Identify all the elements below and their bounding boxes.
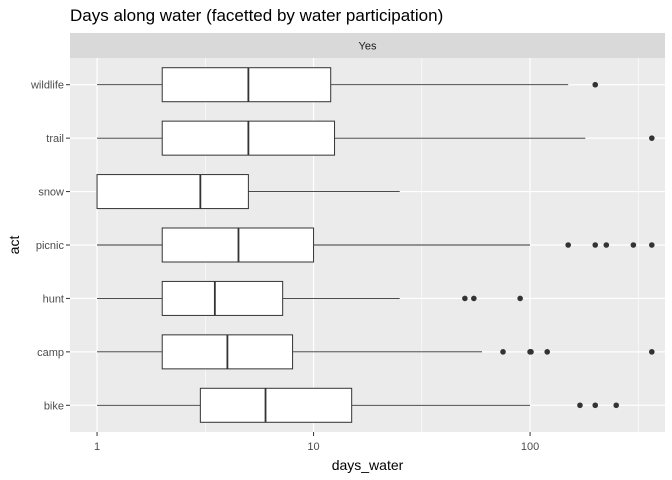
box-camp (97, 334, 655, 370)
outlier-point (649, 242, 655, 248)
x-axis-title: days_water (332, 457, 404, 473)
outlier-point (592, 242, 599, 248)
outlier-point (613, 402, 620, 409)
y-tick-label: snow (38, 187, 64, 199)
y-tick-label: bike (44, 400, 64, 412)
y-tick-label: camp (37, 347, 64, 359)
box-iqr (161, 67, 332, 103)
y-tick-label: hunt (43, 293, 64, 305)
outlier-point (630, 242, 637, 248)
outlier-point (603, 242, 610, 248)
box-wildlife (97, 67, 599, 103)
x-tick-label: 10 (307, 441, 319, 453)
outlier-point (577, 402, 583, 409)
y-tick-label: picnic (36, 240, 65, 252)
box-picnic (97, 227, 655, 263)
outlier-point (649, 135, 655, 141)
facet-strip-label: Yes (359, 41, 377, 53)
box-hunt (97, 280, 523, 316)
box-snow (96, 174, 400, 210)
outlier-point (592, 81, 599, 88)
box-iqr (199, 387, 353, 423)
box-iqr (161, 280, 284, 316)
outlier-point (462, 295, 468, 302)
box-iqr (96, 174, 249, 210)
y-tick-label: trail (46, 133, 64, 145)
facet-strip (70, 33, 665, 58)
box-trail (97, 120, 655, 156)
outlier-point (500, 349, 506, 355)
chart-title: Days along water (facetted by water part… (70, 6, 444, 25)
outlier-point (592, 402, 599, 409)
outlier-point (544, 349, 551, 355)
y-tick-label: wildlife (30, 80, 64, 92)
outlier-point (528, 349, 534, 355)
x-tick-label: 100 (521, 441, 539, 453)
x-tick-label: 1 (94, 441, 100, 453)
outlier-point (565, 242, 571, 248)
box-bike (97, 387, 620, 423)
outlier-point (517, 295, 523, 302)
outlier-point (471, 295, 477, 302)
outlier-point (649, 349, 655, 355)
y-axis-title: act (6, 236, 22, 255)
